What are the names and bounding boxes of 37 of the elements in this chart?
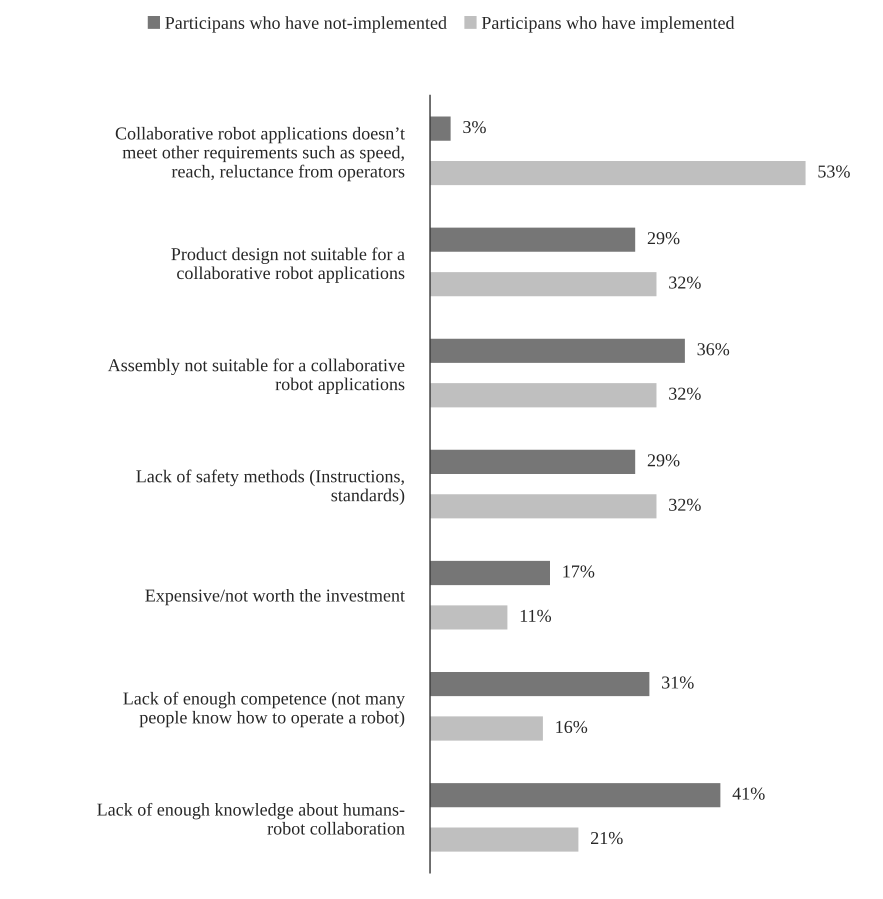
bar bbox=[430, 160, 807, 187]
bar bbox=[430, 337, 686, 364]
y-tick-label: Product design not suitable for a collaborative robot applications bbox=[171, 247, 405, 283]
data-label: 31% bbox=[662, 676, 694, 689]
bar bbox=[430, 782, 722, 809]
bar bbox=[430, 492, 658, 520]
y-tick-label: Lack of enough knowledge about humans- robot collaboration bbox=[97, 802, 405, 835]
bar bbox=[430, 270, 658, 298]
data-label: 16% bbox=[556, 720, 588, 734]
y-tick-label: Lack of enough competence (not many people know how to operate a robot) bbox=[123, 692, 405, 728]
data-label: 32% bbox=[669, 276, 701, 289]
y-tick-label: Lack of safety methods (Instructions, standards) bbox=[136, 470, 404, 506]
data-label: 53% bbox=[818, 165, 850, 178]
bar bbox=[430, 826, 580, 854]
bar bbox=[430, 448, 637, 476]
bar bbox=[430, 382, 658, 409]
data-label: 32% bbox=[669, 498, 701, 511]
data-label: 41% bbox=[732, 788, 765, 800]
bar bbox=[430, 715, 544, 742]
bar bbox=[430, 115, 452, 142]
data-label: 29% bbox=[648, 232, 680, 244]
data-label: 3% bbox=[463, 120, 486, 134]
data-label: 21% bbox=[591, 832, 623, 844]
bar bbox=[430, 670, 651, 698]
data-label: 29% bbox=[648, 454, 680, 466]
bar bbox=[430, 604, 509, 631]
y-tick-label: Assembly not suitable for a collaborative robot applications bbox=[108, 358, 404, 394]
y-tick-label: Expensive/not worth the investment bbox=[145, 588, 405, 606]
bar bbox=[430, 560, 552, 586]
y-tick-label: Collaborative robot applications doesn’t meet other requirements such as speed, reach, reluctance from operators bbox=[116, 126, 405, 182]
data-label: 36% bbox=[698, 343, 730, 356]
data-label: 17% bbox=[563, 565, 594, 578]
legend-label: Participans who have not-implemented bbox=[165, 16, 447, 33]
data-label: 32% bbox=[669, 388, 701, 400]
bar bbox=[430, 226, 637, 254]
legend-label: Participans who have implemented bbox=[482, 16, 734, 33]
data-label: 11% bbox=[520, 610, 552, 622]
